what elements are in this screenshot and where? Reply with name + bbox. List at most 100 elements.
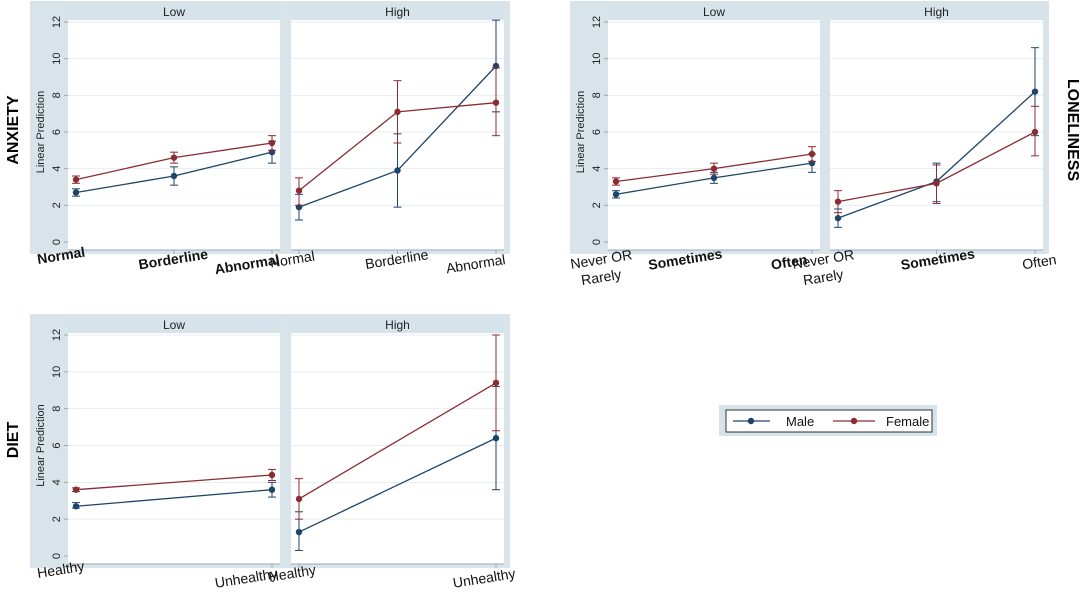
y-axis-label: Linear Prediction [35, 404, 47, 487]
strip-background [291, 3, 504, 20]
data-point [1031, 128, 1039, 136]
data-point [710, 174, 718, 182]
x-category-label: Unhealthy [452, 565, 517, 591]
row-title: ANXIETY [5, 95, 22, 165]
strip-label: High [385, 5, 410, 19]
y-tick-label: 0 [51, 239, 63, 245]
data-point [295, 187, 303, 194]
series-line [75, 474, 273, 491]
data-point [268, 139, 276, 147]
data-point [612, 191, 620, 198]
y-tick-label: 6 [51, 442, 63, 448]
series-female [295, 334, 500, 520]
y-tick-label: 10 [591, 53, 603, 65]
y-tick-label: 2 [51, 516, 63, 522]
x-category-label: Abnormal [445, 251, 507, 276]
y-tick-label: 10 [51, 53, 63, 65]
chart-loneliness: LONELINESS Linear Prediction 0 2 4 6 8 10 12LowN… [569, 1, 1081, 288]
data-point [492, 434, 500, 442]
plot-area [68, 331, 280, 564]
y-tick-label: 6 [591, 129, 603, 135]
strip-label: Low [163, 318, 185, 332]
legend-male-label: Male [786, 414, 814, 429]
chart-anxiety: ANXIETY Linear Prediction 0 2 4 6 8 10 12 Low Norm… [5, 1, 510, 277]
y-tick-label: 2 [51, 202, 63, 208]
x-category-label: Normal [269, 248, 316, 271]
data-point [295, 528, 303, 536]
plot-area [830, 18, 1043, 250]
data-point [612, 178, 620, 185]
x-category-label: Rarely [580, 266, 622, 288]
data-point [394, 108, 401, 116]
y-tick-label: 8 [591, 92, 603, 98]
x-category-label: Normal [36, 244, 86, 267]
plot-area [608, 18, 820, 250]
data-point [492, 379, 500, 387]
x-category-label: Healthy [36, 558, 85, 581]
data-point [170, 172, 178, 180]
data-point [170, 154, 178, 161]
y-tick-label: 4 [51, 479, 63, 485]
y-tick-label: 4 [591, 166, 603, 172]
x-category-label: Often [1021, 251, 1057, 272]
chart-diet: DIET Linear Prediction 0 2 4 6 8 10 12 Low Healthy… [5, 314, 516, 591]
y-tick-label: 6 [51, 129, 63, 135]
x-category-label: Healthy [268, 561, 317, 584]
plot-area [68, 18, 280, 250]
strip-label: High [385, 318, 410, 332]
series-female [72, 135, 276, 184]
y-tick-label: 0 [591, 239, 603, 245]
y-tick-label: 8 [51, 406, 63, 412]
data-point [72, 486, 80, 493]
strip-background [291, 316, 504, 333]
y-tick-label: 12 [51, 329, 63, 341]
y-axis-label: Linear Prediction [575, 91, 587, 174]
row-title: DIET [5, 422, 22, 459]
strip-label: Low [163, 5, 185, 19]
row-title: LONELINESS [1064, 79, 1081, 182]
strip-background [68, 316, 280, 333]
strip-label: High [924, 5, 949, 19]
data-point [72, 503, 80, 510]
strip-label: Low [703, 5, 725, 19]
series-female [72, 468, 276, 493]
series-line [75, 489, 273, 507]
series-line [298, 382, 497, 500]
data-point [834, 214, 842, 222]
x-category-label: Rarely [802, 266, 844, 288]
series-female [295, 67, 500, 206]
series-line [298, 437, 497, 533]
y-tick-label: 12 [51, 16, 63, 28]
data-point [72, 176, 80, 183]
data-point [72, 189, 80, 196]
series-female [612, 146, 816, 186]
strip-background [68, 3, 280, 20]
legend-box [725, 409, 933, 433]
legend: Male Female [719, 405, 937, 436]
data-point [834, 198, 842, 205]
y-tick-label: 8 [51, 92, 63, 98]
legend-female-label: Female [886, 414, 929, 429]
y-tick-label: 12 [591, 16, 603, 28]
series-male [72, 481, 276, 510]
plot-area [291, 331, 504, 564]
data-point [808, 150, 816, 158]
strip-background [830, 3, 1043, 20]
y-tick-label: 4 [51, 166, 63, 172]
legend-female-marker [850, 417, 858, 425]
data-point [295, 495, 303, 503]
y-tick-label: 0 [51, 553, 63, 559]
data-point [933, 180, 940, 187]
data-point [394, 167, 401, 174]
data-point [492, 99, 500, 106]
y-axis-label: Linear Prediction [35, 91, 47, 174]
data-point [268, 486, 276, 493]
data-point [710, 165, 718, 172]
data-point [268, 471, 276, 479]
